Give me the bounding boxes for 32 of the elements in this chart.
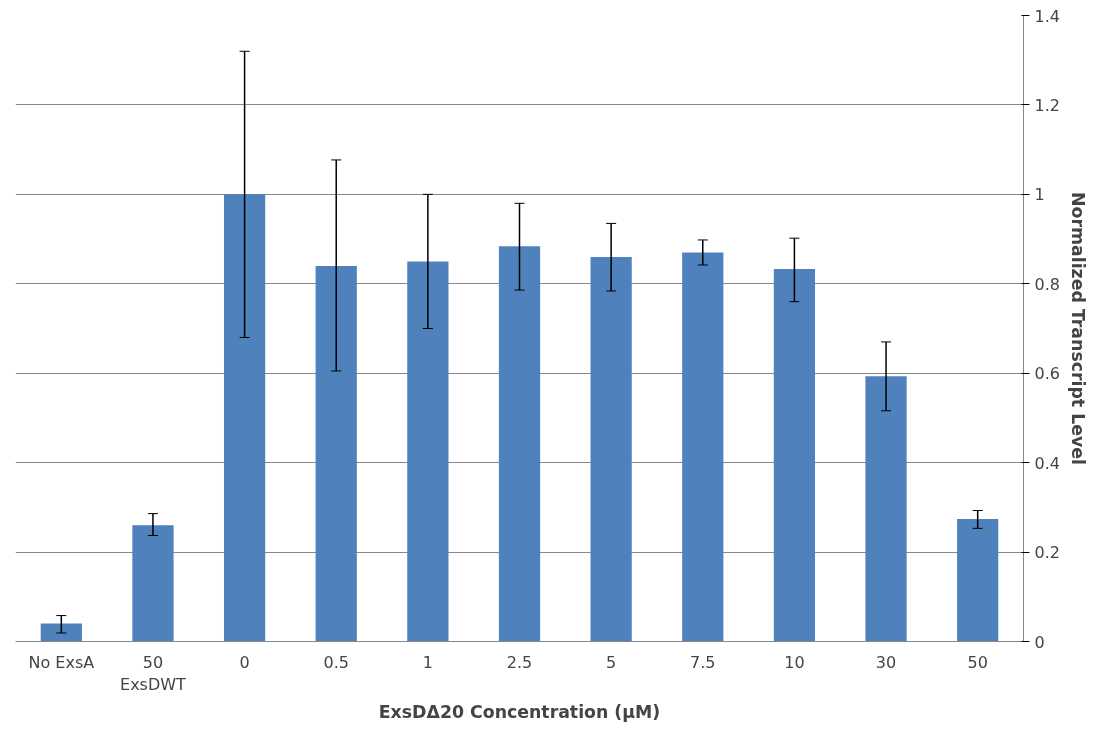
y-tick-label: 1.4 [1034, 6, 1060, 26]
x-tick-label: 0 [239, 652, 250, 672]
bar [315, 265, 357, 642]
bar [773, 269, 816, 642]
x-tick-label: 7.5 [690, 652, 716, 672]
x-tick-label: 5 [606, 652, 617, 672]
y-axis-title: Normalized Transcript Level [1067, 192, 1088, 465]
x-tick-label: 2.5 [506, 652, 533, 672]
bar [223, 194, 266, 642]
bar [590, 256, 632, 642]
bar [132, 525, 174, 642]
bar [498, 246, 541, 642]
bar [40, 623, 82, 642]
y-tick-label: 0 [1034, 632, 1045, 652]
y-tick-label: 1 [1034, 185, 1045, 205]
x-tick-label: No ExsA [28, 652, 95, 672]
x-tick-label: 50 [967, 652, 988, 672]
x-tick-label: 0.5 [323, 652, 349, 672]
x-tick-label: 50 ExsDWT [120, 652, 187, 695]
bar [957, 518, 999, 642]
bar [682, 252, 724, 642]
x-tick-label: 30 [875, 652, 897, 672]
x-axis-title: ExsDΔ20 Concentration (µM) [378, 702, 661, 723]
y-tick-label: 0.8 [1034, 274, 1060, 294]
bar [407, 261, 449, 642]
y-tick-label: 0.4 [1034, 453, 1060, 473]
y-tick-label: 0.6 [1034, 364, 1060, 384]
x-tick-label: 10 [784, 652, 805, 672]
bar [865, 376, 907, 642]
y-tick-label: 1.2 [1034, 95, 1060, 115]
x-tick-label: 1 [422, 652, 433, 672]
y-tick-label: 0.2 [1034, 543, 1060, 563]
